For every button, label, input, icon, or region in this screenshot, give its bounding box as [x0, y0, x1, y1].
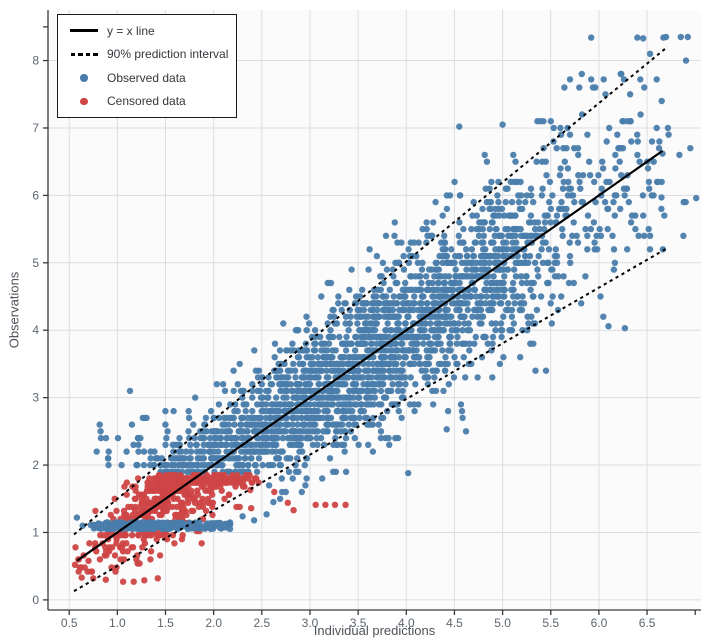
x-tick-label: 1.5 — [157, 616, 174, 630]
observed-lloq-band-points — [87, 519, 234, 533]
legend-item-y-x-line: y = x line — [70, 19, 228, 43]
pi-upper-line — [73, 46, 667, 536]
axes — [43, 10, 701, 615]
y-tick-label: 0 — [32, 593, 39, 607]
x-tick-label: 5.0 — [494, 616, 511, 630]
legend-label: Observed data — [107, 70, 186, 85]
x-tick-label: 3.5 — [350, 616, 367, 630]
legend-label: y = x line — [107, 23, 155, 38]
y-tick-label: 3 — [32, 391, 39, 405]
identity-line — [76, 149, 664, 562]
observed-dot-icon — [70, 74, 98, 82]
x-axis-title: Individual predictions — [313, 623, 436, 638]
legend: y = x line 90% prediction interval Observe… — [57, 14, 238, 118]
pi-lower-line — [73, 247, 667, 592]
x-tick-label: 3.0 — [302, 616, 319, 630]
y-tick-label: 7 — [32, 121, 39, 135]
x-tick-label: 6.5 — [639, 616, 656, 630]
legend-item-censored-data: Censored data — [70, 90, 228, 114]
censored-dot-icon — [70, 97, 98, 105]
x-tick-labels: 0.5 1.0 1.5 2.0 2.5 3.0 3.5 4.0 4.5 5.0 5.5 6.0 6.5 — [61, 616, 656, 630]
y-axis-title: Observations — [6, 271, 22, 349]
legend-item-observed-data: Observed data — [70, 66, 228, 90]
y-tick-labels: 0 1 2 3 4 5 6 7 8 — [32, 54, 39, 607]
x-tick-label: 2.0 — [205, 616, 222, 630]
legend-label: Censored data — [107, 94, 186, 109]
y-tick-label: 2 — [32, 458, 39, 472]
x-tick-label: 5.5 — [542, 616, 559, 630]
x-tick-label: 6.0 — [591, 616, 608, 630]
legend-label: 90% prediction interval — [107, 47, 229, 62]
y-tick-label: 1 — [32, 525, 39, 539]
solid-line-icon — [70, 29, 98, 33]
y-tick-label: 5 — [32, 256, 39, 270]
y-tick-label: 4 — [32, 323, 39, 337]
x-tick-label: 2.5 — [253, 616, 270, 630]
dotted-line-icon — [70, 52, 98, 56]
y-tick-label: 8 — [32, 54, 39, 68]
x-tick-label: 4.0 — [398, 616, 415, 630]
x-tick-label: 4.5 — [446, 616, 463, 630]
observed-points — [73, 33, 700, 529]
x-tick-label: 1.0 — [109, 616, 126, 630]
legend-item-90-prediction-interval: 90% prediction interval — [70, 43, 228, 67]
x-tick-label: 0.5 — [61, 616, 78, 630]
y-tick-label: 6 — [32, 188, 39, 202]
